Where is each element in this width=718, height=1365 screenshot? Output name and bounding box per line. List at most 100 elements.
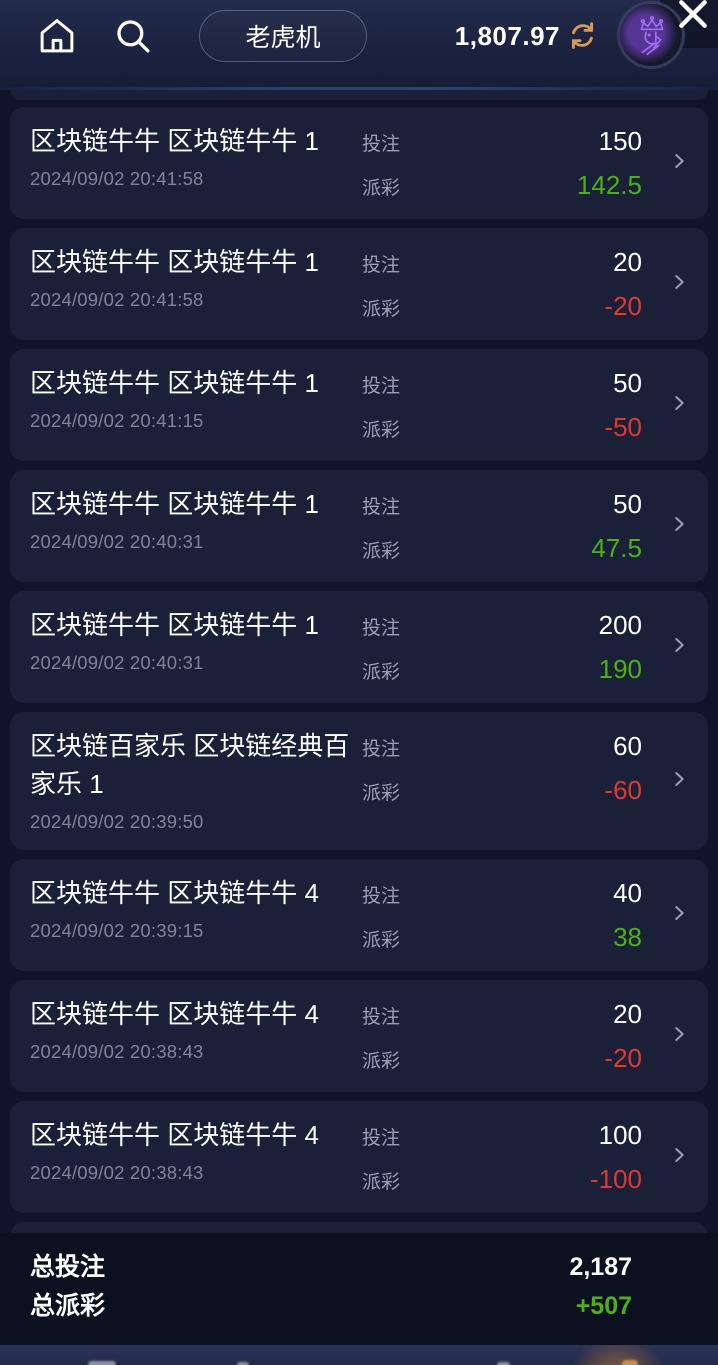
bet-records-list: 区块链牛牛 区块链牛牛 1 2024/09/02 20:41:58 投注 150… — [0, 90, 718, 1334]
record-row[interactable]: 区块链牛牛 区块链牛牛 1 2024/09/02 20:40:31 投注 200… — [10, 591, 708, 703]
nav-icon-fragment — [237, 1362, 249, 1365]
bet-label: 投注 — [362, 376, 401, 397]
record-row[interactable]: 区块链牛牛 区块链牛牛 4 2024/09/02 20:38:43 投注 100… — [10, 1101, 708, 1213]
payout-value: 190 — [598, 654, 642, 684]
chevron-right-icon — [668, 150, 690, 177]
record-game-title: 区块链牛牛 区块链牛牛 1 — [30, 247, 319, 277]
payout-label: 派彩 — [362, 662, 401, 683]
bet-label: 投注 — [362, 497, 401, 518]
partial-record-card — [10, 90, 708, 100]
record-info: 区块链牛牛 区块链牛牛 4 2024/09/02 20:39:15 — [30, 874, 362, 956]
payout-label: 派彩 — [362, 1172, 401, 1193]
record-info: 区块链百家乐 区块链经典百家乐 1 2024/09/02 20:39:50 — [30, 727, 362, 835]
balance-amount: 1,807.97 — [454, 21, 560, 51]
search-icon — [112, 14, 154, 58]
record-stats: 投注 100 派彩 -100 — [362, 1116, 666, 1198]
bet-label: 投注 — [362, 255, 401, 276]
bet-value: 100 — [598, 1120, 642, 1150]
record-stats: 投注 60 派彩 -60 — [362, 727, 666, 835]
total-payout-value: +507 — [575, 1292, 632, 1320]
record-game-title: 区块链牛牛 区块链牛牛 1 — [30, 489, 319, 519]
record-row[interactable]: 区块链百家乐 区块链经典百家乐 1 2024/09/02 20:39:50 投注… — [10, 712, 708, 850]
total-bet-value: 2,187 — [569, 1253, 632, 1281]
record-detail-chevron[interactable] — [666, 902, 692, 929]
total-payout-label: 总派彩 — [30, 1292, 106, 1320]
chevron-right-icon — [668, 1144, 690, 1171]
record-timestamp: 2024/09/02 20:40:31 — [30, 531, 204, 552]
record-info: 区块链牛牛 区块链牛牛 1 2024/09/02 20:41:15 — [30, 364, 362, 446]
record-game-title: 区块链牛牛 区块链牛牛 1 — [30, 368, 319, 398]
home-icon — [36, 14, 78, 58]
record-game-title: 区块链百家乐 区块链经典百家乐 1 — [30, 731, 350, 799]
close-icon — [673, 0, 713, 34]
bet-value: 200 — [598, 610, 642, 640]
record-row[interactable]: 区块链牛牛 区块链牛牛 1 2024/09/02 20:41:58 投注 20 … — [10, 228, 708, 340]
record-info: 区块链牛牛 区块链牛牛 4 2024/09/02 20:38:43 — [30, 995, 362, 1077]
avatar[interactable] — [617, 1, 685, 69]
record-stats: 投注 20 派彩 -20 — [362, 995, 666, 1077]
record-timestamp: 2024/09/02 20:38:43 — [30, 1162, 204, 1183]
record-detail-chevron[interactable] — [666, 392, 692, 419]
payout-value: -20 — [604, 291, 642, 321]
record-game-title: 区块链牛牛 区块链牛牛 1 — [30, 610, 319, 640]
payout-value: 47.5 — [591, 533, 642, 563]
record-game-title: 区块链牛牛 区块链牛牛 4 — [30, 878, 319, 908]
record-row[interactable]: 区块链牛牛 区块链牛牛 4 2024/09/02 20:38:43 投注 20 … — [10, 980, 708, 1092]
bottom-nav-bar[interactable] — [0, 1345, 718, 1365]
record-info: 区块链牛牛 区块链牛牛 1 2024/09/02 20:40:31 — [30, 485, 362, 567]
record-game-title: 区块链牛牛 区块链牛牛 4 — [30, 1120, 319, 1150]
refresh-icon — [566, 19, 599, 52]
nav-icon-fragment — [88, 1361, 116, 1365]
bet-value: 150 — [598, 126, 642, 156]
refresh-balance-button[interactable] — [566, 19, 599, 52]
top-bar: 老虎机 1,807.97 — [0, 0, 718, 90]
record-row[interactable]: 区块链牛牛 区块链牛牛 1 2024/09/02 20:40:31 投注 50 … — [10, 470, 708, 582]
payout-value: -100 — [589, 1164, 642, 1194]
record-info: 区块链牛牛 区块链牛牛 4 2024/09/02 20:38:43 — [30, 1116, 362, 1198]
payout-label: 派彩 — [362, 541, 401, 562]
payout-value: 142.5 — [576, 170, 642, 200]
record-info: 区块链牛牛 区块链牛牛 1 2024/09/02 20:40:31 — [30, 606, 362, 688]
bet-value: 40 — [613, 878, 642, 908]
bet-value: 50 — [613, 368, 642, 398]
payout-value: -20 — [604, 1043, 642, 1073]
record-game-title: 区块链牛牛 区块链牛牛 4 — [30, 999, 319, 1029]
record-row[interactable]: 区块链牛牛 区块链牛牛 1 2024/09/02 20:41:58 投注 150… — [10, 107, 708, 219]
chevron-right-icon — [668, 1023, 690, 1050]
bet-value: 50 — [613, 489, 642, 519]
record-row[interactable]: 区块链牛牛 区块链牛牛 1 2024/09/02 20:41:15 投注 50 … — [10, 349, 708, 461]
close-button[interactable] — [673, 0, 713, 34]
payout-value: 38 — [613, 922, 642, 952]
payout-label: 派彩 — [362, 1051, 401, 1072]
category-pill-button[interactable]: 老虎机 — [199, 10, 367, 62]
record-timestamp: 2024/09/02 20:41:58 — [30, 289, 204, 310]
payout-label: 派彩 — [362, 299, 401, 320]
record-detail-chevron[interactable] — [666, 1023, 692, 1050]
record-timestamp: 2024/09/02 20:39:50 — [30, 811, 204, 832]
chevron-right-icon — [668, 902, 690, 929]
record-row[interactable]: 区块链牛牛 区块链牛牛 4 2024/09/02 20:39:15 投注 40 … — [10, 859, 708, 971]
chevron-right-icon — [668, 768, 690, 795]
record-detail-chevron[interactable] — [666, 513, 692, 540]
payout-label: 派彩 — [362, 420, 401, 441]
nav-icon-fragment — [497, 1362, 510, 1365]
record-stats: 投注 20 派彩 -20 — [362, 243, 666, 325]
search-button[interactable] — [112, 14, 154, 58]
bet-label: 投注 — [362, 618, 401, 639]
record-detail-chevron[interactable] — [666, 768, 692, 795]
payout-label: 派彩 — [362, 178, 401, 199]
record-detail-chevron[interactable] — [666, 1144, 692, 1171]
record-timestamp: 2024/09/02 20:38:43 — [30, 1041, 204, 1062]
bet-value: 20 — [613, 247, 642, 277]
record-detail-chevron[interactable] — [666, 271, 692, 298]
record-stats: 投注 150 派彩 142.5 — [362, 122, 666, 204]
record-detail-chevron[interactable] — [666, 634, 692, 661]
record-info: 区块链牛牛 区块链牛牛 1 2024/09/02 20:41:58 — [30, 122, 362, 204]
record-timestamp: 2024/09/02 20:41:58 — [30, 168, 204, 189]
payout-value: -60 — [604, 775, 642, 805]
chevron-right-icon — [668, 271, 690, 298]
record-detail-chevron[interactable] — [666, 150, 692, 177]
home-button[interactable] — [36, 14, 78, 58]
record-timestamp: 2024/09/02 20:41:15 — [30, 410, 204, 431]
chevron-right-icon — [668, 634, 690, 661]
